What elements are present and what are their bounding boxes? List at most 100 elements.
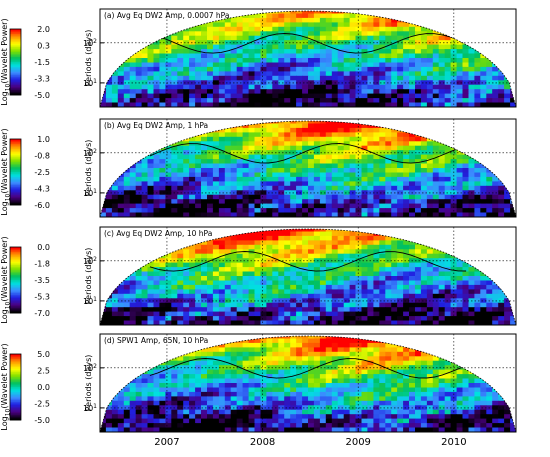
heatmap-cell xyxy=(236,271,244,277)
heatmap-cell xyxy=(319,17,327,23)
heatmap-cell xyxy=(474,13,481,19)
heatmap-cell xyxy=(302,262,309,268)
heatmap-cell xyxy=(468,11,475,15)
heatmap-cell xyxy=(224,253,232,259)
heatmap-cell xyxy=(207,172,214,178)
heatmap-cell xyxy=(159,316,166,322)
heatmap-cell xyxy=(391,13,398,19)
heatmap-cell xyxy=(492,26,499,32)
heatmap-cell xyxy=(308,71,315,77)
heatmap-cell xyxy=(426,194,434,200)
heatmap-cell xyxy=(367,194,374,200)
heatmap-cell xyxy=(373,280,380,286)
heatmap-cell xyxy=(486,121,493,125)
heatmap-cell xyxy=(349,31,357,37)
heatmap-cell xyxy=(284,154,291,160)
heatmap-cell xyxy=(397,132,404,138)
heatmap-cell xyxy=(254,71,261,77)
heatmap-cell xyxy=(474,181,481,187)
heatmap-cell xyxy=(361,172,368,178)
heatmap-cell xyxy=(385,293,392,299)
heatmap-cell xyxy=(260,258,267,264)
y-tick-exponent: 2 xyxy=(93,256,97,263)
heatmap-cell xyxy=(266,172,273,178)
colorbar-swatch xyxy=(10,200,21,203)
heatmap-cell xyxy=(337,31,345,37)
heatmap-cell xyxy=(224,307,232,313)
heatmap-cell xyxy=(397,136,404,142)
heatmap-cell xyxy=(313,231,321,237)
heatmap-cell xyxy=(284,13,291,19)
heatmap-cell xyxy=(379,22,386,28)
heatmap-cell xyxy=(105,172,113,178)
heatmap-cell xyxy=(498,145,505,151)
heatmap-cell xyxy=(189,307,196,313)
heatmap-cell xyxy=(438,276,446,282)
heatmap-cell xyxy=(420,53,428,59)
heatmap-cell xyxy=(379,62,386,68)
heatmap-cell xyxy=(492,298,499,304)
heatmap-cell xyxy=(272,231,279,237)
heatmap-cell xyxy=(236,89,244,95)
heatmap-cell xyxy=(474,229,481,233)
heatmap-cell xyxy=(189,194,196,200)
heatmap-cell xyxy=(290,208,297,214)
heatmap-cell xyxy=(254,75,261,81)
heatmap-cell xyxy=(331,71,339,77)
heatmap-cell xyxy=(420,284,428,290)
heatmap-cell xyxy=(236,185,244,191)
heatmap-cell xyxy=(117,194,125,200)
heatmap-cell xyxy=(462,66,469,72)
heatmap-cell xyxy=(159,199,166,205)
colorbar-tick-label: 0.3 xyxy=(37,42,50,51)
heatmap-cell xyxy=(201,199,208,205)
heatmap-cell xyxy=(426,320,434,325)
heatmap-cell xyxy=(171,262,178,268)
heatmap-cell xyxy=(123,181,131,187)
heatmap-cell xyxy=(486,22,493,28)
heatmap-cell xyxy=(504,172,511,178)
heatmap-cell xyxy=(141,53,149,59)
heatmap-cell xyxy=(123,176,131,182)
heatmap-cell xyxy=(403,231,410,237)
heatmap-cell xyxy=(105,44,113,50)
heatmap-cell xyxy=(105,154,113,160)
heatmap-cell xyxy=(385,58,392,64)
heatmap-cell xyxy=(308,338,315,344)
heatmap-cell xyxy=(361,150,368,156)
heatmap-cell xyxy=(331,307,339,313)
colorbar-swatch xyxy=(10,38,21,41)
heatmap-cell xyxy=(361,338,368,344)
heatmap-cell xyxy=(379,11,386,15)
heatmap-cell xyxy=(284,302,291,308)
heatmap-cell xyxy=(462,136,469,142)
colorbar-swatch xyxy=(10,250,21,253)
heatmap-cell xyxy=(171,58,178,64)
heatmap-cell xyxy=(242,185,250,191)
heatmap-cell xyxy=(218,49,226,55)
heatmap-cell xyxy=(498,338,505,344)
heatmap-cell xyxy=(183,132,190,138)
heatmap-cell xyxy=(397,62,404,68)
heatmap-cell xyxy=(349,127,357,133)
heatmap-cell xyxy=(177,172,184,178)
heatmap-cell xyxy=(379,66,386,72)
heatmap-cell xyxy=(100,31,107,37)
heatmap-cell xyxy=(492,154,499,160)
heatmap-cell xyxy=(218,316,226,322)
y-axis-label: Periods (days) xyxy=(84,30,93,87)
heatmap-cell xyxy=(129,163,137,169)
heatmap-cell xyxy=(313,267,321,273)
heatmap-cell xyxy=(420,199,428,205)
heatmap-cell xyxy=(308,26,315,32)
heatmap-cell xyxy=(486,253,493,259)
heatmap-cell xyxy=(415,159,422,165)
heatmap-cell xyxy=(438,121,446,125)
heatmap-cell xyxy=(468,98,475,104)
heatmap-cell xyxy=(153,203,160,209)
heatmap-cell xyxy=(171,181,178,187)
heatmap-cell xyxy=(207,102,214,107)
heatmap-cell xyxy=(248,316,256,322)
heatmap-cell xyxy=(313,53,321,59)
heatmap-cell xyxy=(159,190,166,196)
